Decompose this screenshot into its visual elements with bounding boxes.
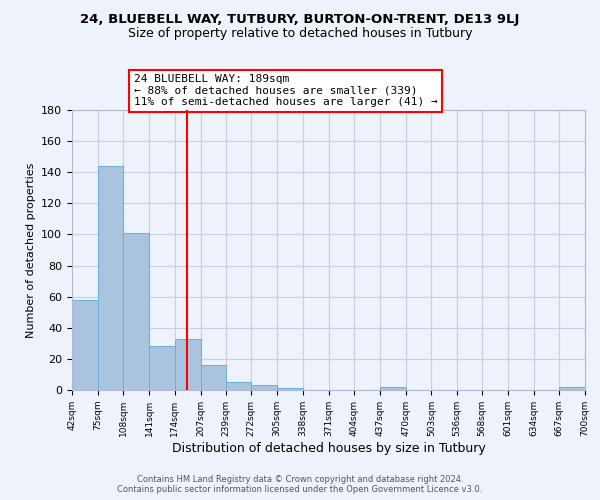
Y-axis label: Number of detached properties: Number of detached properties	[26, 162, 35, 338]
Bar	[380, 387, 406, 390]
Bar	[200, 365, 226, 390]
Bar	[226, 382, 251, 390]
Bar	[277, 388, 303, 390]
Text: Contains HM Land Registry data © Crown copyright and database right 2024.: Contains HM Land Registry data © Crown c…	[137, 474, 463, 484]
Bar	[149, 346, 175, 390]
Bar	[175, 338, 200, 390]
Bar	[98, 166, 124, 390]
X-axis label: Distribution of detached houses by size in Tutbury: Distribution of detached houses by size …	[172, 442, 485, 454]
Text: 24, BLUEBELL WAY, TUTBURY, BURTON-ON-TRENT, DE13 9LJ: 24, BLUEBELL WAY, TUTBURY, BURTON-ON-TRE…	[80, 12, 520, 26]
Bar	[124, 233, 149, 390]
Text: Size of property relative to detached houses in Tutbury: Size of property relative to detached ho…	[128, 28, 472, 40]
Text: 24 BLUEBELL WAY: 189sqm
← 88% of detached houses are smaller (339)
11% of semi-d: 24 BLUEBELL WAY: 189sqm ← 88% of detache…	[134, 74, 437, 107]
Text: Contains public sector information licensed under the Open Government Licence v3: Contains public sector information licen…	[118, 484, 482, 494]
Bar	[251, 386, 277, 390]
Bar	[72, 300, 98, 390]
Bar	[559, 387, 585, 390]
